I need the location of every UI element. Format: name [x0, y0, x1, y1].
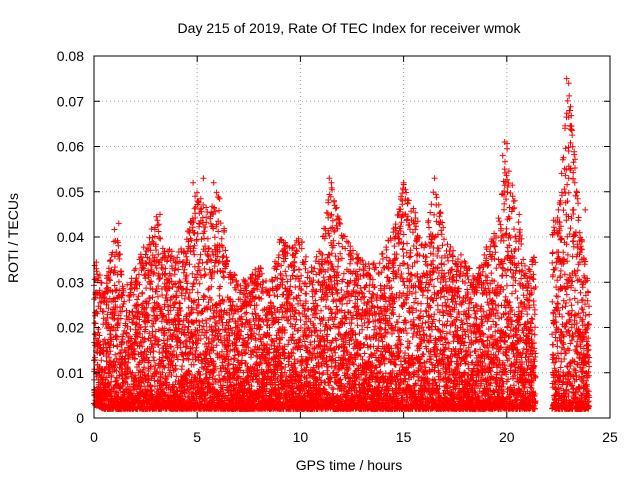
data-point-4616: [329, 309, 335, 315]
x-axis-label: GPS time / hours: [296, 457, 403, 473]
data-point-3672: [281, 291, 287, 297]
data-point-4694: [333, 337, 339, 343]
data-point-323: [108, 331, 114, 337]
data-point-1126: [149, 341, 155, 347]
data-point-327: [108, 257, 114, 263]
data-point-533: [119, 272, 125, 278]
data-point-2515: [221, 253, 227, 259]
data-point-2149: [202, 294, 208, 300]
data-point-4423: [319, 371, 325, 377]
data-point-1404: [163, 292, 169, 298]
data-point-4001: [298, 317, 304, 323]
data-point-3496: [271, 292, 277, 298]
data-point-1148: [150, 354, 156, 360]
data-point-414: [112, 352, 118, 358]
data-point-3682: [281, 350, 287, 356]
data-point-4119: [303, 291, 309, 297]
data-point-2478: [219, 236, 225, 242]
data-point-407: [112, 264, 118, 270]
data-point-2012: [195, 289, 201, 295]
data-point-67: [94, 271, 100, 277]
data-point-2247: [207, 267, 213, 273]
data-point-3687: [281, 258, 287, 264]
data-point-116: [97, 272, 103, 278]
data-point-2436: [217, 293, 223, 299]
data-point-192: [101, 308, 107, 314]
data-point-3595: [276, 340, 282, 346]
data-point-1634: [175, 267, 181, 273]
data-point-809: [133, 266, 139, 272]
data-point-2010: [195, 231, 201, 237]
data-point-4686: [333, 206, 339, 212]
data-point-385: [111, 239, 117, 245]
data-point-838: [134, 297, 140, 303]
data-point-4960: [347, 261, 353, 267]
data-point-399: [111, 227, 117, 233]
data-point-2131: [201, 293, 207, 299]
data-point-3976: [296, 267, 302, 273]
data-point-14: [92, 277, 98, 283]
data-point-1260: [156, 235, 162, 241]
data-point-2066: [198, 252, 204, 258]
data-point-4654: [331, 198, 337, 204]
data-point-1652: [176, 300, 182, 306]
data-point-3901: [292, 284, 298, 290]
data-point-2145: [202, 273, 208, 279]
data-point-2022: [195, 264, 201, 270]
chart-title: Day 215 of 2019, Rate Of TEC Index for r…: [178, 20, 522, 36]
data-point-4217: [309, 264, 315, 270]
data-point-2165: [203, 271, 209, 277]
data-point-4108: [303, 254, 309, 260]
data-point-2346: [212, 234, 218, 240]
data-point-490: [116, 351, 122, 357]
data-point-1475: [167, 327, 173, 333]
data-point-2949: [243, 360, 249, 366]
data-point-1671: [177, 301, 183, 307]
data-point-4904: [344, 301, 350, 307]
data-point-2140: [201, 266, 207, 272]
data-point-1710: [179, 363, 185, 369]
data-point-4244: [310, 269, 316, 275]
data-points: [91, 76, 592, 412]
data-point-316: [107, 348, 113, 354]
data-point-3745: [284, 318, 290, 324]
data-point-140: [98, 357, 104, 363]
data-point-973: [141, 364, 147, 370]
data-point-2955: [243, 310, 249, 316]
data-point-4699: [333, 304, 339, 310]
data-point-4137: [304, 362, 310, 368]
data-point-2924: [242, 311, 248, 317]
data-point-473: [115, 243, 121, 249]
data-point-1806: [184, 287, 190, 293]
data-point-2048: [197, 281, 203, 287]
data-point-4271: [311, 265, 317, 271]
data-point-780: [131, 267, 137, 273]
data-point-487: [116, 279, 122, 285]
data-point-4403: [318, 308, 324, 314]
data-point-2215: [205, 287, 211, 293]
data-point-2050: [197, 221, 203, 227]
data-point-1735: [181, 357, 187, 363]
data-point-1266: [156, 349, 162, 355]
data-point-1947: [191, 252, 197, 258]
data-point-1272: [157, 276, 163, 282]
y-axis-label: ROTI / TECUs: [5, 193, 21, 283]
data-point-1167: [151, 358, 157, 364]
data-point-4125: [304, 284, 310, 290]
data-point-1259: [156, 221, 162, 227]
data-point-2759: [233, 278, 239, 284]
data-point-2179: [203, 214, 209, 220]
data-point-4613: [329, 385, 335, 391]
data-point-3334: [263, 278, 269, 284]
data-point-1897: [189, 237, 195, 243]
